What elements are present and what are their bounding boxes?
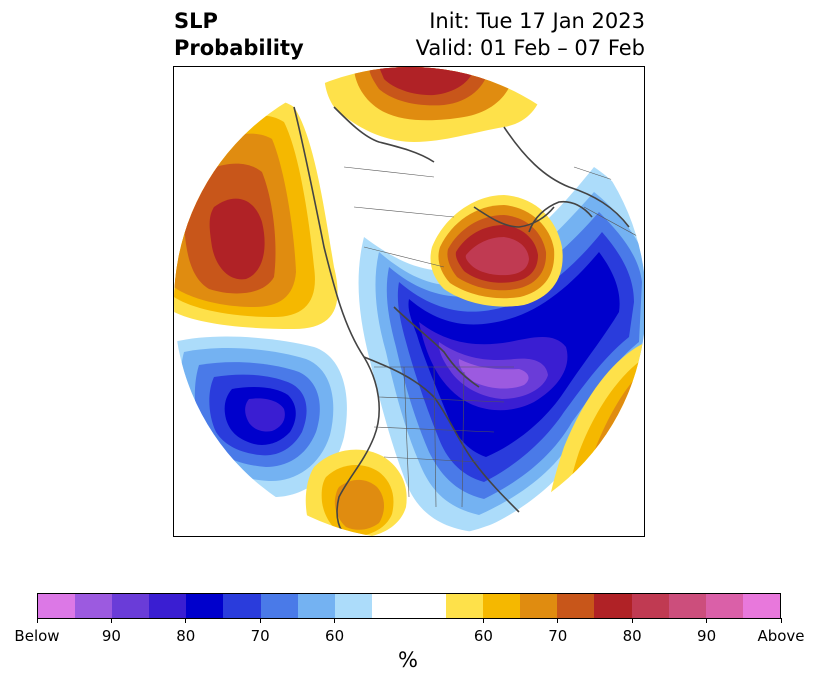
valid-range: Valid: 01 Feb – 07 Feb: [415, 36, 645, 60]
colorbar-segment: [557, 594, 595, 618]
colorbar-segment: [297, 594, 335, 618]
colorbar-tick-label: 80: [176, 627, 196, 645]
product-label: Probability: [174, 36, 304, 60]
title-left: SLP Probability: [174, 8, 304, 62]
colorbar-segment: [705, 594, 743, 618]
colorbar-segment: [520, 594, 558, 618]
colorbar-segment: [742, 594, 780, 618]
below-anomaly-north-america: [358, 167, 644, 532]
colorbar-tick-mark: [185, 618, 187, 623]
colorbar-segment: [631, 594, 669, 618]
colorbar-segment: [594, 594, 632, 618]
colorbar-tick-mark: [334, 618, 336, 623]
above-anomaly-greenland: [430, 195, 563, 307]
variable-label: SLP: [174, 9, 218, 33]
init-date: Init: Tue 17 Jan 2023: [429, 9, 645, 33]
colorbar-segment: [446, 594, 484, 618]
coastlines: [293, 106, 630, 536]
colorbar-tick-label: 80: [622, 627, 642, 645]
colorbar-tick-mark: [706, 618, 708, 623]
colorbar-tick-label: 90: [101, 627, 121, 645]
colorbar-segment: [668, 594, 706, 618]
colorbar-tick-mark: [557, 618, 559, 623]
colorbar-segment: [186, 594, 224, 618]
colorbar-tick-label: 70: [548, 627, 568, 645]
colorbar-unit: %: [398, 648, 418, 672]
colorbar-tick-mark: [482, 618, 484, 623]
slp-probability-map: [174, 67, 644, 536]
above-anomaly-mexico: [305, 449, 407, 536]
colorbar-segment: [334, 594, 372, 618]
colorbar-tick-mark: [36, 618, 38, 623]
colorbar-tick-label: 70: [250, 627, 270, 645]
colorbar-tick-mark: [110, 618, 112, 623]
colorbar-segment: [260, 594, 298, 618]
colorbar-tick-mark: [631, 618, 633, 623]
colorbar-segment: [371, 594, 447, 618]
colorbar-segment: [483, 594, 521, 618]
colorbar-tick-label: 60: [325, 627, 345, 645]
colorbar-segment: [112, 594, 150, 618]
title-right: Init: Tue 17 Jan 2023 Valid: 01 Feb – 07…: [416, 8, 645, 62]
colorbar-tick-mark: [780, 618, 782, 623]
map-panel: [173, 66, 645, 537]
colorbar-segment: [38, 594, 76, 618]
colorbar-tick-mark: [259, 618, 261, 623]
colorbar-tick-label: Above: [757, 627, 805, 645]
colorbar-segment: [75, 594, 113, 618]
colorbar-segment: [223, 594, 261, 618]
colorbar-tick-label: 60: [473, 627, 493, 645]
above-anomaly-arctic: [324, 67, 546, 142]
colorbar-segment: [149, 594, 187, 618]
political-borders: [343, 166, 640, 508]
colorbar: [37, 593, 781, 619]
colorbar-tick-label: 90: [697, 627, 717, 645]
colorbar-tick-label: Below: [14, 627, 60, 645]
